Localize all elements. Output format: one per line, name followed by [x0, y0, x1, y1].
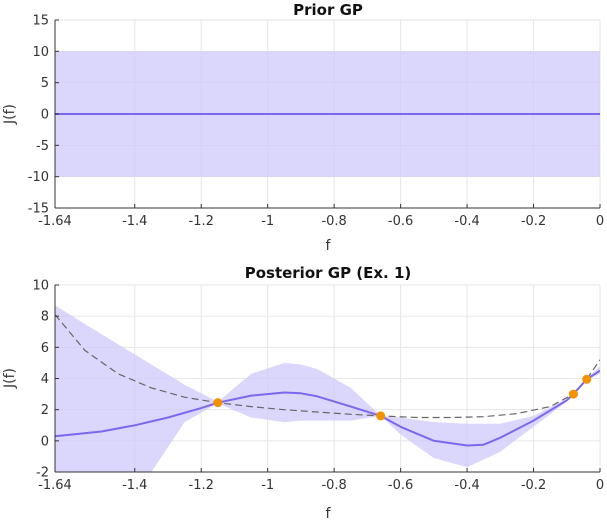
x-tick-label: -1 [261, 214, 274, 229]
y-tick-label: 6 [41, 341, 49, 356]
x-tick-label: -1.2 [189, 478, 214, 493]
prior-gp-panel: Prior GP f J(f) -1.64 -1.4 -1.2 -1 -0.8 -0.6 -… [2, 1, 604, 254]
y-tick-label: 15 [32, 14, 49, 29]
observation-point [376, 411, 386, 421]
y-tick-label: 0 [41, 434, 49, 449]
x-tick-label: -0.2 [521, 478, 546, 493]
x-tick-label: -0.4 [454, 478, 479, 493]
y-tick-label: -5 [36, 139, 49, 154]
chart-title: Prior GP [293, 1, 363, 19]
x-tick-label: -0.8 [321, 478, 346, 493]
x-tick-label: -0.6 [388, 478, 413, 493]
y-axis-label: J(f) [2, 104, 18, 125]
y-tick-label: 4 [41, 372, 49, 387]
y-tick-label: 8 [41, 310, 49, 325]
x-tick-label: -0.8 [321, 214, 346, 229]
x-tick-label: 0 [596, 214, 604, 229]
y-tick-label: -10 [28, 170, 49, 185]
reference-dashed-line [55, 314, 600, 419]
confidence-band [55, 305, 600, 472]
x-axis-label: f [326, 506, 332, 522]
observation-point [213, 398, 223, 408]
chart-title: Posterior GP (Ex. 1) [245, 264, 412, 282]
y-tick-label: -15 [28, 202, 49, 217]
x-tick-label: -1.4 [122, 214, 147, 229]
x-tick-label: -1.64 [38, 478, 72, 493]
plot-area [55, 51, 600, 177]
x-axis-label: f [326, 238, 332, 254]
x-tick-label: -0.4 [454, 214, 479, 229]
observation-point [582, 374, 592, 384]
y-axis-label: J(f) [2, 368, 18, 389]
x-tick-label: -1.4 [122, 478, 147, 493]
x-tick-label: 0 [596, 478, 604, 493]
plot-area [55, 305, 600, 472]
y-tick-label: 0 [41, 108, 49, 123]
observation-point [568, 389, 578, 399]
y-tick-label: 10 [32, 45, 49, 60]
y-tick-label: 2 [41, 403, 49, 418]
y-tick-label: 10 [32, 279, 49, 294]
x-tick-label: -1.64 [38, 214, 72, 229]
x-tick-label: -1.2 [189, 214, 214, 229]
mean-line [55, 369, 600, 447]
y-tick-label: 5 [41, 76, 49, 91]
y-tick-label: -2 [36, 466, 49, 481]
x-tick-label: -0.2 [521, 214, 546, 229]
x-tick-label: -1 [261, 478, 274, 493]
x-tick-label: -0.6 [388, 214, 413, 229]
posterior-gp-panel: Posterior GP (Ex. 1) f J(f) -1.64 -1.4 -1.… [2, 264, 604, 522]
